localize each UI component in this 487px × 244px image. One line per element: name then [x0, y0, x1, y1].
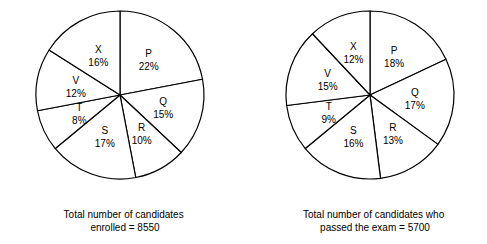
svg-text:12%: 12% [66, 88, 86, 99]
svg-text:T: T [76, 102, 82, 113]
svg-text:16%: 16% [88, 57, 108, 68]
svg-text:12%: 12% [343, 54, 363, 65]
svg-text:T: T [326, 101, 332, 112]
svg-text:R: R [138, 122, 145, 133]
svg-text:Q: Q [159, 96, 167, 107]
svg-text:Total number of candidates: Total number of candidates [64, 209, 187, 220]
svg-text:X: X [95, 44, 102, 55]
svg-text:S: S [350, 125, 357, 136]
svg-text:8%: 8% [72, 115, 87, 126]
svg-text:16%: 16% [343, 138, 363, 149]
svg-text:18%: 18% [384, 58, 404, 69]
svg-text:9%: 9% [321, 114, 336, 125]
svg-text:P: P [145, 48, 152, 59]
svg-text:V: V [72, 75, 79, 86]
svg-text:P: P [391, 45, 398, 56]
svg-text:V: V [324, 68, 331, 79]
svg-text:R: R [389, 122, 396, 133]
svg-text:10%: 10% [132, 135, 152, 146]
svg-text:S: S [101, 125, 108, 136]
svg-text:17%: 17% [95, 138, 115, 149]
svg-text:Total number of candidates who: Total number of candidates who [303, 209, 447, 220]
svg-text:enrolled = 8550: enrolled = 8550 [90, 222, 160, 233]
svg-text:22%: 22% [139, 61, 159, 72]
svg-text:13%: 13% [383, 135, 403, 146]
svg-text:15%: 15% [318, 81, 338, 92]
svg-text:Q: Q [411, 87, 419, 98]
svg-text:passed the exam = 5700: passed the exam = 5700 [320, 222, 430, 233]
svg-text:15%: 15% [153, 109, 173, 120]
svg-text:17%: 17% [405, 100, 425, 111]
svg-text:X: X [350, 41, 357, 52]
